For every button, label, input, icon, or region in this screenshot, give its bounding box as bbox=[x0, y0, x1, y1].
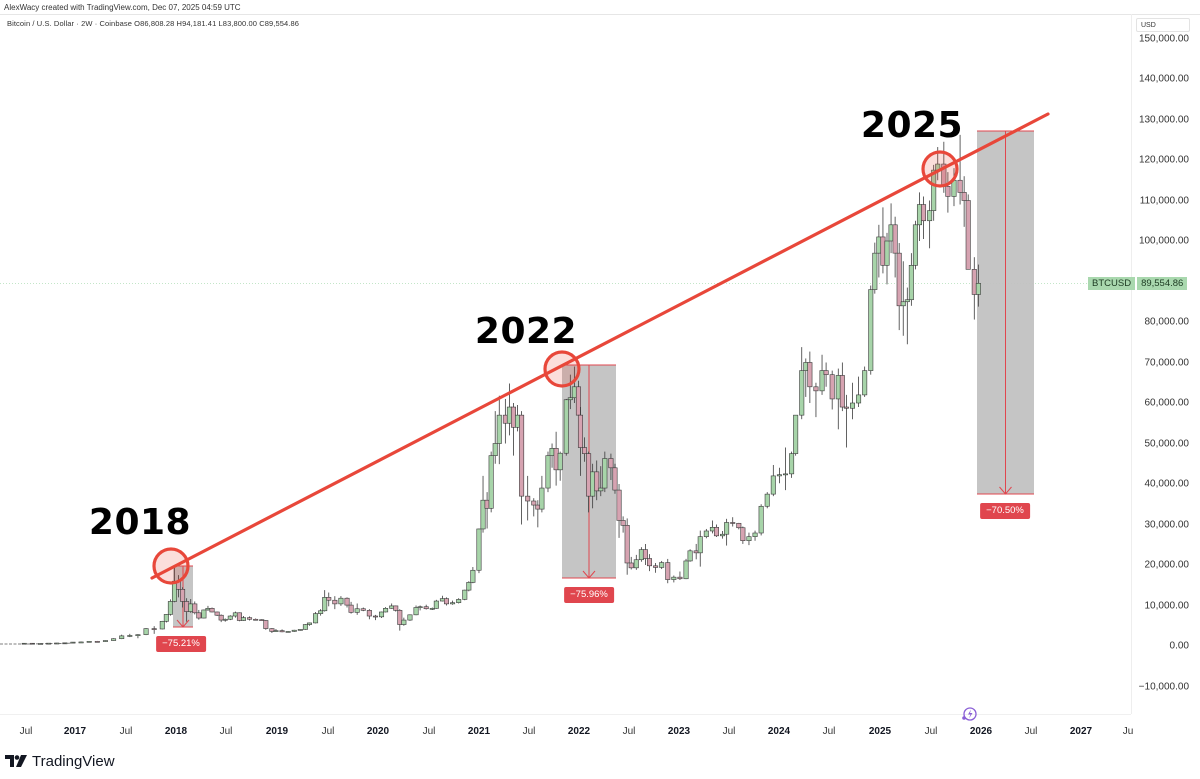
time-tick: 2024 bbox=[767, 726, 791, 737]
time-tick: 2017 bbox=[63, 726, 87, 737]
drawdown-percent-badge: −70.50% bbox=[980, 503, 1030, 519]
tradingview-logo-icon bbox=[5, 754, 27, 770]
price-tick: 150,000.00 bbox=[1138, 33, 1189, 44]
price-tick: 10,000.00 bbox=[1144, 600, 1190, 611]
time-tick: 2026 bbox=[969, 726, 993, 737]
chart-credit: AlexWacy created with TradingView.com, D… bbox=[4, 3, 241, 12]
time-tick: 2027 bbox=[1069, 726, 1093, 737]
symbol-label: BTCUSD bbox=[1088, 276, 1136, 290]
time-tick: Ju bbox=[1122, 726, 1134, 737]
price-tick: 140,000.00 bbox=[1138, 73, 1189, 85]
time-tick: 2021 bbox=[467, 726, 491, 737]
price-tick: 0.00 bbox=[1169, 640, 1189, 652]
time-tick: Jul bbox=[19, 726, 33, 737]
time-tick: 2025 bbox=[868, 726, 892, 737]
time-tick: 2019 bbox=[265, 726, 289, 737]
price-tick: 30,000.00 bbox=[1144, 519, 1190, 530]
price-tick: 100,000.00 bbox=[1138, 235, 1189, 247]
drawdown-boxes[interactable] bbox=[173, 130, 1034, 628]
peak-circles[interactable] bbox=[152, 150, 959, 585]
price-tick: 60,000.00 bbox=[1144, 397, 1190, 409]
trendline[interactable] bbox=[150, 112, 1050, 580]
price-tick: 120,000.00 bbox=[1138, 154, 1189, 166]
price-tick: 40,000.00 bbox=[1144, 478, 1190, 490]
spark-icon[interactable] bbox=[960, 705, 980, 723]
time-tick: Jul bbox=[422, 726, 436, 737]
time-tick: 2022 bbox=[567, 726, 591, 737]
brand-name: TradingView bbox=[32, 753, 115, 770]
tradingview-brand[interactable]: TradingView bbox=[5, 753, 115, 770]
time-tick: Jul bbox=[1024, 726, 1038, 737]
price-tick: 70,000.00 bbox=[1144, 357, 1190, 368]
price-tick: 80,000.00 bbox=[1144, 316, 1190, 328]
time-tick: Jul bbox=[522, 726, 536, 737]
peak-circle[interactable] bbox=[152, 547, 190, 585]
peak-year-label: 2022 bbox=[474, 311, 578, 352]
symbol-legend[interactable]: Bitcoin / U.S. Dollar · 2W · Coinbase O8… bbox=[7, 19, 300, 28]
time-tick: Jul bbox=[219, 726, 233, 737]
chart-frame bbox=[0, 14, 1200, 738]
peak-circle[interactable] bbox=[921, 150, 959, 188]
drawdown-percent-badge: −75.96% bbox=[564, 587, 614, 603]
price-axis[interactable]: 150,000.00 140,000.00 130,000.00 120,000.00… bbox=[1131, 14, 1200, 714]
time-tick: 2020 bbox=[366, 726, 390, 737]
time-tick: Jul bbox=[924, 726, 938, 737]
time-tick: 2018 bbox=[164, 726, 188, 737]
time-axis[interactable]: Jul 2017 Jul 2018 Jul 2019 Jul 2020 Jul 2021 Jul 20… bbox=[0, 714, 1134, 739]
resistance-trendline[interactable] bbox=[150, 112, 1050, 580]
currency-selector[interactable]: USD bbox=[1136, 18, 1190, 32]
price-tick: 20,000.00 bbox=[1144, 559, 1190, 571]
price-tick: 50,000.00 bbox=[1144, 438, 1190, 449]
drawdown-percent-badge: −75.21% bbox=[156, 636, 206, 652]
candle-series bbox=[0, 134, 981, 645]
price-tick: 130,000.00 bbox=[1138, 114, 1189, 125]
time-tick: Jul bbox=[722, 726, 736, 737]
peak-circle[interactable] bbox=[543, 350, 581, 388]
peak-year-label: 2018 bbox=[88, 502, 192, 543]
last-price-badge: BTCUSD 89,554.86 bbox=[1088, 276, 1188, 290]
peak-year-label: 2025 bbox=[860, 105, 964, 146]
time-tick: Jul bbox=[622, 726, 636, 737]
time-tick: Jul bbox=[321, 726, 335, 737]
time-tick: Jul bbox=[119, 726, 133, 737]
time-tick: Jul bbox=[822, 726, 836, 737]
price-tick: 110,000.00 bbox=[1139, 195, 1189, 206]
price-tick: −10,000.00 bbox=[1138, 681, 1189, 692]
time-tick: 2023 bbox=[667, 726, 691, 737]
last-price-label: 89,554.86 bbox=[1137, 276, 1188, 290]
